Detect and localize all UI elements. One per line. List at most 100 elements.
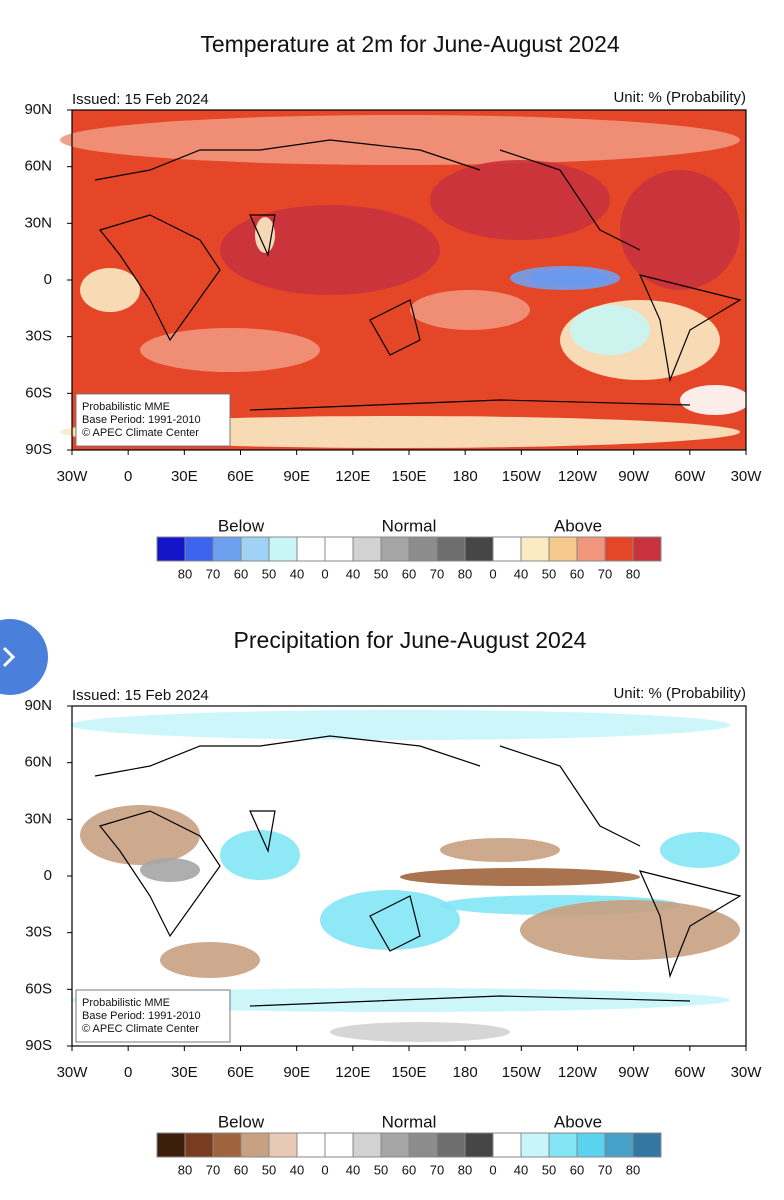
issued-date: Issued: 15 Feb 2024 — [72, 687, 209, 704]
unit-label: Unit: % (Probability) — [613, 685, 746, 702]
probability-region — [220, 830, 300, 880]
legend-tick-label: 70 — [430, 1162, 444, 1177]
legend-swatch — [408, 536, 438, 562]
legend-tick-label: 40 — [346, 1162, 360, 1177]
y-axis-label: 90N — [24, 101, 52, 118]
y-axis-label: 30N — [24, 214, 52, 231]
legend-tick-label: 60 — [234, 566, 248, 581]
chevron-icon[interactable] — [2, 646, 16, 668]
legend-swatch — [240, 1132, 270, 1158]
x-axis-label: 30E — [171, 1064, 198, 1081]
legend-tick-label: 70 — [598, 1162, 612, 1177]
probability-region — [400, 868, 640, 886]
y-axis-label: 60N — [24, 158, 52, 175]
note-text: Base Period: 1991-2010 — [82, 1010, 201, 1022]
note-text: Base Period: 1991-2010 — [82, 414, 201, 426]
legend-tick-label: 60 — [570, 566, 584, 581]
probability-region — [70, 710, 730, 740]
coastline — [94, 735, 742, 1007]
x-axis-label: 30W — [57, 468, 89, 485]
y-axis-label: 60N — [24, 754, 52, 771]
legend-swatch — [492, 1132, 522, 1158]
x-axis-label: 120W — [558, 468, 598, 485]
legend-swatch — [296, 536, 326, 562]
legend-group-label: Above — [554, 1112, 602, 1131]
probability-region — [680, 385, 750, 415]
legend-tick-label: 50 — [262, 566, 276, 581]
x-axis-label: 180 — [453, 468, 478, 485]
probability-region — [80, 805, 200, 865]
legend-tick-label: 80 — [178, 566, 192, 581]
legend-swatch — [520, 1132, 550, 1158]
legend-tick-label: 60 — [402, 1162, 416, 1177]
x-axis-label: 60E — [227, 1064, 254, 1081]
legend-swatch — [184, 536, 214, 562]
legend-group-label: Below — [218, 516, 265, 535]
note-box — [75, 989, 231, 1043]
x-axis-label: 60W — [674, 468, 706, 485]
legend-tick-label: 40 — [290, 1162, 304, 1177]
y-axis-label: 30S — [25, 924, 52, 941]
nav-button-circle[interactable] — [0, 619, 48, 695]
legend-swatch — [296, 1132, 326, 1158]
legend-swatch — [380, 1132, 410, 1158]
coastline — [94, 139, 742, 411]
legend-tick-label: 70 — [206, 1162, 220, 1177]
nav-button[interactable] — [0, 619, 48, 695]
legend-swatch — [240, 536, 270, 562]
x-axis-label: 90E — [283, 1064, 310, 1081]
legend-tick-label: 0 — [321, 1162, 328, 1177]
issued-date: Issued: 15 Feb 2024 — [72, 91, 209, 108]
legend-swatch — [436, 536, 466, 562]
probability-region — [510, 266, 620, 290]
x-axis-label: 120W — [558, 1064, 598, 1081]
legend-swatch — [184, 1132, 214, 1158]
legend-tick-label: 60 — [234, 1162, 248, 1177]
legend-swatch — [324, 536, 354, 562]
legend-tick-label: 40 — [514, 1162, 528, 1177]
x-axis-label: 150E — [391, 1064, 426, 1081]
unit-label: Unit: % (Probability) — [613, 89, 746, 106]
legend-tick-label: 70 — [206, 566, 220, 581]
probability-region — [140, 328, 320, 372]
legend-tick-label: 80 — [626, 1162, 640, 1177]
note-text: © APEC Climate Center — [82, 1023, 199, 1035]
map-panel: Precipitation for June-August 2024 Issued… — [24, 627, 762, 1177]
legend-group-label: Normal — [382, 516, 437, 535]
legend-tick-label: 40 — [290, 566, 304, 581]
legend-tick-label: 80 — [178, 1162, 192, 1177]
legend-swatch — [632, 536, 662, 562]
note-text: © APEC Climate Center — [82, 427, 199, 439]
probability-region — [60, 115, 740, 165]
legend-tick-label: 50 — [374, 1162, 388, 1177]
probability-region — [140, 858, 200, 882]
legend-swatch — [352, 1132, 382, 1158]
note-box — [75, 393, 231, 447]
probability-region — [320, 890, 460, 950]
probability-region — [570, 305, 650, 355]
legend-swatch — [156, 1132, 186, 1158]
x-axis-label: 90W — [618, 468, 650, 485]
legend-swatch — [464, 536, 494, 562]
probability-region — [410, 290, 530, 330]
legend-group-label: Above — [554, 516, 602, 535]
legend-swatch — [576, 536, 606, 562]
note-text: Probabilistic MME — [82, 997, 170, 1009]
legend-tick-label: 40 — [514, 566, 528, 581]
legend-tick-label: 60 — [570, 1162, 584, 1177]
map-title: Temperature at 2m for June-August 2024 — [200, 31, 620, 57]
x-axis-label: 30W — [57, 1064, 89, 1081]
probability-region — [330, 1022, 510, 1042]
legend-swatch — [156, 536, 186, 562]
legend-tick-label: 80 — [458, 1162, 472, 1177]
x-axis-label: 30W — [731, 468, 763, 485]
x-axis-label: 0 — [124, 1064, 132, 1081]
legend-tick-label: 70 — [598, 566, 612, 581]
y-axis-label: 90S — [25, 1037, 52, 1054]
legend-swatch — [632, 1132, 662, 1158]
legend-swatch — [268, 536, 298, 562]
probability-region — [430, 160, 610, 240]
y-axis-label: 0 — [44, 271, 52, 288]
probability-region — [80, 268, 140, 312]
